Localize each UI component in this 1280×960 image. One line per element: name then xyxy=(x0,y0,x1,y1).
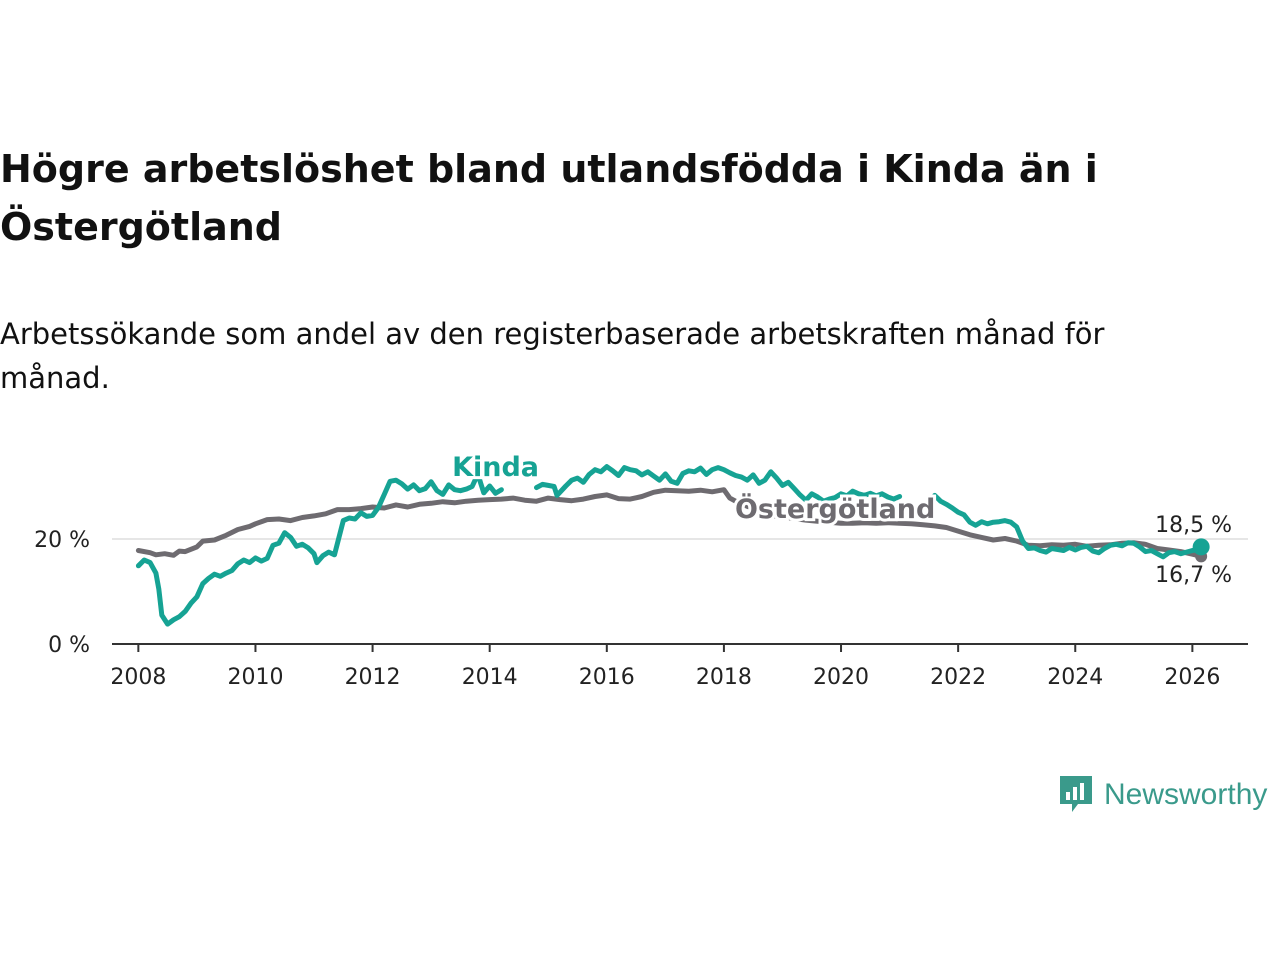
chart-subtitle: Arbetssökande som andel av den registerb… xyxy=(0,317,1105,395)
x-tick-label: 2026 xyxy=(1164,665,1220,690)
x-tick-label: 2008 xyxy=(110,665,166,690)
series-label-kinda: Kinda xyxy=(452,452,539,483)
x-tick-label: 2014 xyxy=(462,665,518,690)
brand-name: Newsworthy xyxy=(1104,778,1268,811)
series-label-ostergotland: Östergötland xyxy=(735,492,935,525)
newsworthy-logo-icon xyxy=(1060,776,1092,812)
x-tick-label: 2024 xyxy=(1047,665,1103,690)
end-value-label-ostergotland: 16,7 % xyxy=(1155,563,1232,588)
x-tick-label: 2012 xyxy=(345,665,401,690)
y-tick-label: 0 % xyxy=(48,633,90,658)
chart-title: Högre arbetslöshet bland utlandsfödda i … xyxy=(0,147,1098,249)
brand-logo: Newsworthy xyxy=(1058,772,1267,818)
end-value-label-kinda: 18,5 % xyxy=(1155,513,1232,538)
x-tick-label: 2016 xyxy=(579,665,635,690)
x-tick-label: 2020 xyxy=(813,665,869,690)
end-marker-kinda xyxy=(1192,538,1210,556)
y-tick-label: 20 % xyxy=(34,528,90,553)
series-line-kinda xyxy=(135,464,1204,627)
x-tick-label: 2010 xyxy=(227,665,283,690)
line-chart: 0 % 20 % 2008 2010 2012 2014 2016 2018 2020 2022 2… xyxy=(34,449,1248,690)
x-tick-label: 2022 xyxy=(930,665,986,690)
series-line-ostergotland xyxy=(135,487,1204,559)
x-tick-label: 2018 xyxy=(696,665,752,690)
